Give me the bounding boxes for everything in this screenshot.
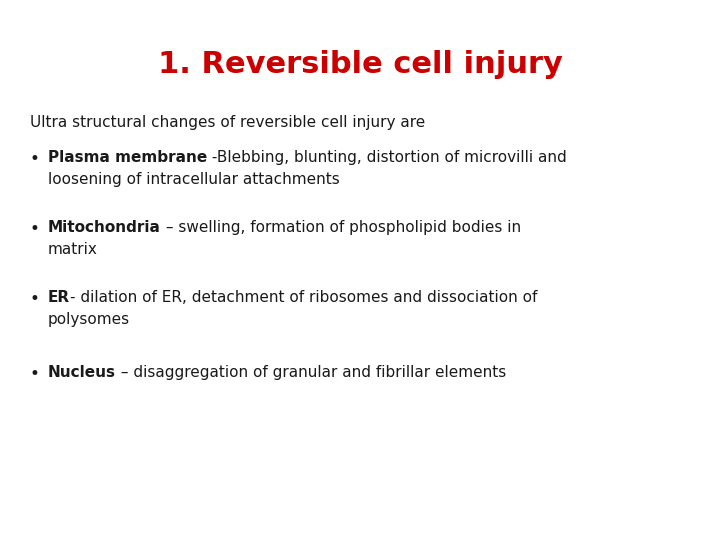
Text: loosening of intracellular attachments: loosening of intracellular attachments [48, 172, 340, 187]
Text: 1. Reversible cell injury: 1. Reversible cell injury [158, 50, 562, 79]
Text: -Blebbing, blunting, distortion of microvilli and: -Blebbing, blunting, distortion of micro… [207, 150, 567, 165]
Text: matrix: matrix [48, 242, 98, 257]
Text: Mitochondria: Mitochondria [48, 220, 161, 235]
Text: polysomes: polysomes [48, 312, 130, 327]
Text: •: • [30, 365, 40, 383]
Text: – disaggregation of granular and fibrillar elements: – disaggregation of granular and fibrill… [116, 365, 506, 380]
Text: Plasma membrane: Plasma membrane [48, 150, 207, 165]
Text: ER: ER [48, 290, 70, 305]
Text: Nucleus: Nucleus [48, 365, 116, 380]
Text: - dilation of ER, detachment of ribosomes and dissociation of: - dilation of ER, detachment of ribosome… [70, 290, 538, 305]
Text: •: • [30, 220, 40, 238]
Text: Ultra structural changes of reversible cell injury are: Ultra structural changes of reversible c… [30, 115, 426, 130]
Text: •: • [30, 150, 40, 168]
Text: – swelling, formation of phospholipid bodies in: – swelling, formation of phospholipid bo… [161, 220, 521, 235]
Text: •: • [30, 290, 40, 308]
